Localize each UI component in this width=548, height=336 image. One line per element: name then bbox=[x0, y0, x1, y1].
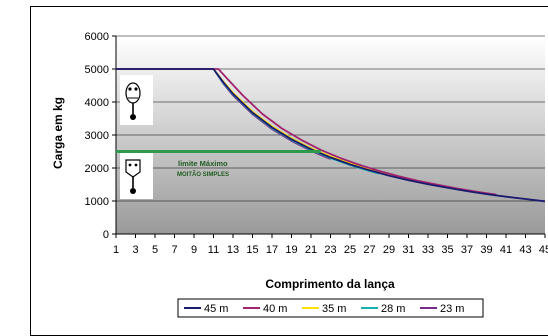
x-tick-label: 23 bbox=[324, 244, 336, 256]
x-tick-label: 15 bbox=[246, 244, 258, 256]
legend-box bbox=[177, 298, 484, 318]
legend-label: 23 m bbox=[440, 303, 464, 315]
x-tick-label: 37 bbox=[461, 244, 473, 256]
y-tick-label: 0 bbox=[103, 229, 109, 241]
x-tick-label: 21 bbox=[305, 244, 317, 256]
x-tick-label: 39 bbox=[480, 244, 492, 256]
legend: 45 m 40 m 35 m 28 m 23 m bbox=[177, 298, 484, 318]
limit-annotation-title: limite Máximo bbox=[178, 159, 228, 168]
x-tick-label: 45 bbox=[539, 244, 548, 256]
x-tick-label: 5 bbox=[152, 244, 158, 256]
y-tick-labels: 0 1000 2000 3000 4000 5000 6000 bbox=[85, 31, 109, 241]
x-tick-label: 41 bbox=[500, 244, 512, 256]
y-tick-label: 2000 bbox=[85, 163, 109, 175]
series-lines bbox=[116, 68, 546, 203]
y-tick-label: 1000 bbox=[85, 196, 109, 208]
x-tick-label: 29 bbox=[383, 244, 395, 256]
x-tick-label: 27 bbox=[363, 244, 375, 256]
y-tick-label: 4000 bbox=[85, 97, 109, 109]
x-tick-label: 31 bbox=[402, 244, 414, 256]
x-axis-title: Comprimento da lança bbox=[265, 277, 395, 291]
x-tick-label: 35 bbox=[441, 244, 453, 256]
legend-label: 28 m bbox=[381, 303, 405, 315]
legend-label: 40 m bbox=[263, 303, 287, 315]
double-hook-icon bbox=[120, 75, 153, 125]
x-tick-label: 25 bbox=[344, 244, 356, 256]
y-tick-label: 3000 bbox=[85, 130, 109, 142]
x-tick-label: 33 bbox=[422, 244, 434, 256]
x-tick-labels: 1 3 5 7 9 11 13 15 17 19 21 23 25 27 29 31 33 35 37 39 41 43 4… bbox=[113, 244, 548, 256]
limit-annotation-subtitle: MOITÃO SIMPLES bbox=[177, 171, 229, 178]
y-tick-label: 5000 bbox=[85, 64, 109, 76]
single-hook-icon bbox=[120, 152, 153, 199]
x-tick-label: 3 bbox=[132, 244, 138, 256]
x-tick-label: 17 bbox=[266, 244, 278, 256]
x-tick-label: 13 bbox=[227, 244, 239, 256]
series-line bbox=[116, 68, 546, 203]
series-line bbox=[116, 68, 497, 196]
x-tick-label: 11 bbox=[208, 244, 219, 256]
legend-label: 35 m bbox=[322, 303, 346, 315]
y-axis-title: Carga em kg bbox=[51, 97, 65, 169]
legend-label: 45 m bbox=[204, 303, 228, 315]
hook-icons bbox=[120, 75, 153, 199]
x-tick-label: 1 bbox=[113, 244, 119, 256]
x-tick-label: 7 bbox=[171, 244, 177, 256]
x-tick-label: 43 bbox=[519, 244, 531, 256]
x-tick-label: 9 bbox=[191, 244, 197, 256]
y-tick-label: 6000 bbox=[85, 31, 109, 43]
x-tick-label: 19 bbox=[285, 244, 297, 256]
